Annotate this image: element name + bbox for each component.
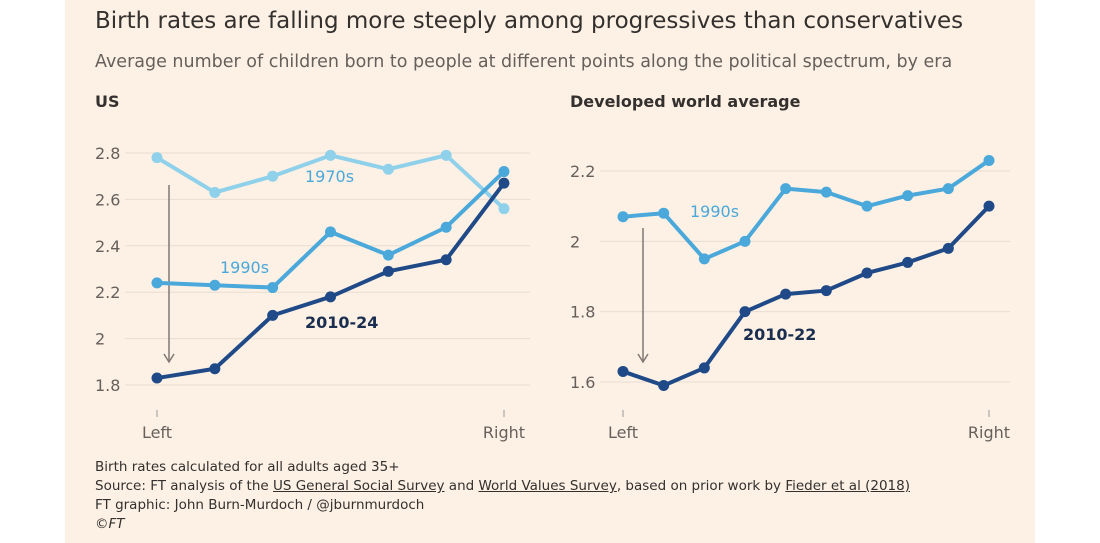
x-tick-label: Right	[968, 423, 1010, 442]
y-tick-label: 2.2	[95, 283, 120, 302]
y-tick-label: 1.8	[570, 303, 595, 322]
chart-subtitle: Average number of children born to peopl…	[95, 52, 953, 72]
data-point-1970s	[267, 170, 279, 182]
series-label: 1990s	[690, 202, 739, 221]
series-line-1990s	[622, 158, 991, 261]
data-point-1990s	[739, 235, 751, 247]
x-tick-label: Left	[142, 423, 172, 442]
series-label: 2010-22	[743, 325, 816, 344]
y-tick-label: 1.8	[95, 376, 120, 395]
data-point-1990s	[942, 183, 954, 195]
data-point-1990s	[325, 226, 336, 238]
data-point-2010-24	[440, 254, 452, 266]
data-point-1990s	[498, 166, 510, 178]
arrow-head-icon	[637, 353, 649, 364]
data-point-1990s	[267, 282, 279, 294]
source-mid: , based on prior work by	[616, 478, 786, 494]
data-point-1990s	[698, 253, 710, 265]
data-point-2010-22	[780, 288, 792, 300]
arrow-head-icon	[163, 353, 175, 364]
footer-copyright: ©FT	[95, 516, 125, 532]
y-tick-label: 2.8	[95, 144, 120, 163]
developed-panel-title: Developed world average	[570, 92, 801, 111]
y-tick-label: 1.6	[570, 373, 595, 392]
data-point-2010-22	[658, 380, 670, 392]
data-point-1990s	[780, 183, 792, 195]
data-point-1970s	[325, 149, 336, 161]
link-wvs[interactable]: World Values Survey	[478, 478, 617, 494]
data-point-2010-24	[498, 177, 510, 189]
source-and: and	[444, 478, 479, 494]
data-point-1990s	[382, 249, 394, 261]
series-label: 1970s	[305, 167, 354, 186]
data-point-2010-22	[617, 365, 629, 377]
data-point-2010-22	[739, 306, 751, 318]
data-point-2010-24	[209, 363, 221, 375]
chart-title: Birth rates are falling more steeply amo…	[95, 8, 964, 34]
y-tick-label: 2	[570, 232, 580, 251]
data-point-1990s	[983, 154, 995, 166]
data-point-1970s	[440, 149, 452, 161]
data-point-1990s	[658, 207, 670, 219]
data-point-1990s	[209, 279, 221, 291]
link-gss[interactable]: US General Social Survey	[272, 478, 445, 494]
footer-graphic-credit: FT graphic: John Burn-Murdoch / @jburnmu…	[95, 497, 425, 513]
data-point-2010-24	[382, 265, 394, 277]
data-point-1970s	[209, 186, 221, 198]
data-point-1990s	[820, 186, 832, 198]
data-point-1990s	[151, 277, 163, 289]
footer: Birth rates calculated for all adults ag…	[95, 458, 910, 534]
series-line-2010-22	[622, 204, 991, 388]
x-tick-label: Left	[608, 423, 638, 442]
data-point-2010-24	[325, 291, 336, 303]
link-fieder[interactable]: Fieder et al (2018)	[785, 478, 910, 494]
data-point-2010-22	[820, 285, 832, 297]
x-tick-label: Right	[483, 423, 525, 442]
data-point-1990s	[440, 221, 452, 233]
data-point-2010-22	[861, 267, 873, 279]
footer-note: Birth rates calculated for all adults ag…	[95, 459, 400, 475]
data-point-2010-22	[942, 242, 954, 254]
y-tick-label: 2	[95, 330, 105, 349]
y-tick-label: 2.4	[95, 237, 120, 256]
data-point-1990s	[902, 190, 914, 202]
y-tick-label: 2.6	[95, 190, 120, 209]
data-point-2010-24	[151, 372, 163, 384]
series-label: 1990s	[220, 258, 269, 277]
data-point-1970s	[498, 203, 510, 215]
series-line-2010-24	[156, 181, 506, 381]
data-point-1990s	[617, 211, 629, 223]
source-prefix: Source: FT analysis of the	[95, 478, 273, 494]
data-point-1970s	[382, 163, 394, 175]
us-panel-title: US	[95, 92, 120, 111]
series-label: 2010-24	[305, 313, 378, 332]
data-point-2010-22	[902, 256, 914, 268]
data-point-2010-24	[267, 309, 279, 321]
footer-source: Source: FT analysis of the US General So…	[95, 477, 910, 496]
data-point-2010-22	[983, 200, 995, 212]
data-point-2010-22	[698, 362, 710, 374]
data-point-1970s	[151, 152, 163, 164]
y-tick-label: 2.2	[570, 162, 595, 181]
data-point-1990s	[861, 200, 873, 212]
